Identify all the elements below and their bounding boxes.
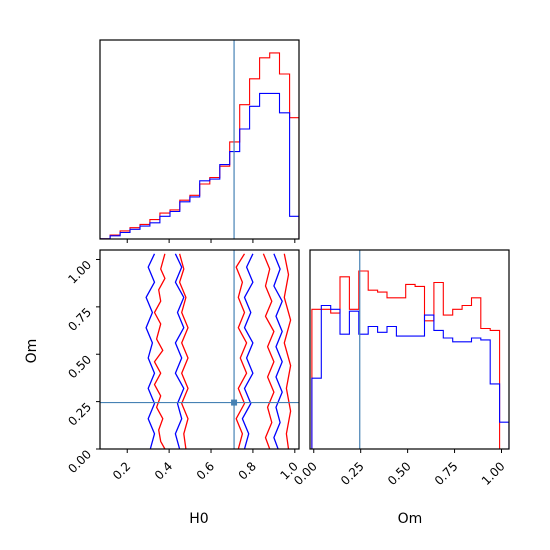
histogram-red-hist-om [311,270,509,449]
contour-blue-3 [273,253,283,449]
x-axis-label-om: Om [398,511,423,527]
tick-label-y-om: 0.25 [65,400,94,429]
contour-blue-0 [145,253,156,449]
contour-blue-2 [241,253,254,449]
tick-label-x-om: 0.00 [291,459,320,488]
tick-label-y-om: 0.75 [65,305,94,334]
tick-label-x-om: 0.50 [385,459,414,488]
frame-contour [99,249,300,450]
tick-label-x-om: 0.75 [432,459,461,488]
tick-label-x-h0: 0.4 [152,459,175,482]
tick-label-x-om: 1.00 [479,459,508,488]
contour-blue-1 [174,253,185,449]
histogram-blue-hist-h0 [100,92,299,239]
frame-hist-h0 [99,39,300,240]
contour-red-0 [153,253,166,449]
histogram-red-hist-h0 [100,52,299,239]
contour-red-4 [283,253,292,449]
tick-label-x-h0: 0.6 [194,459,217,482]
panel-hist-om: 0.00 0.25 0.50 0.75 1.00 Om [291,249,510,527]
contour-red-2 [235,253,248,449]
tick-label-y-om: 0.50 [65,352,94,381]
contour-red-1 [178,253,189,449]
tick-label-x-h0: 0.2 [110,459,133,482]
tick-label-y-om: 0.00 [65,447,94,476]
tick-label-x-h0: 0.8 [236,459,259,482]
contour-red-3 [262,253,275,449]
histogram-blue-hist-om [311,304,509,449]
truth-marker [231,399,238,406]
tick-label-x-om: 0.25 [338,459,367,488]
tick-label-y-om: 1.00 [65,258,94,287]
panel-contour-h0-om: 0.2 0.4 0.6 0.8 1.0 0.000.250.500.751.00 H0 … [24,249,301,527]
frame-hist-om [309,249,510,450]
panel-hist-h0 [99,39,300,243]
y-axis-label-om: Om [24,339,40,364]
x-axis-label-h0: H0 [189,511,208,527]
